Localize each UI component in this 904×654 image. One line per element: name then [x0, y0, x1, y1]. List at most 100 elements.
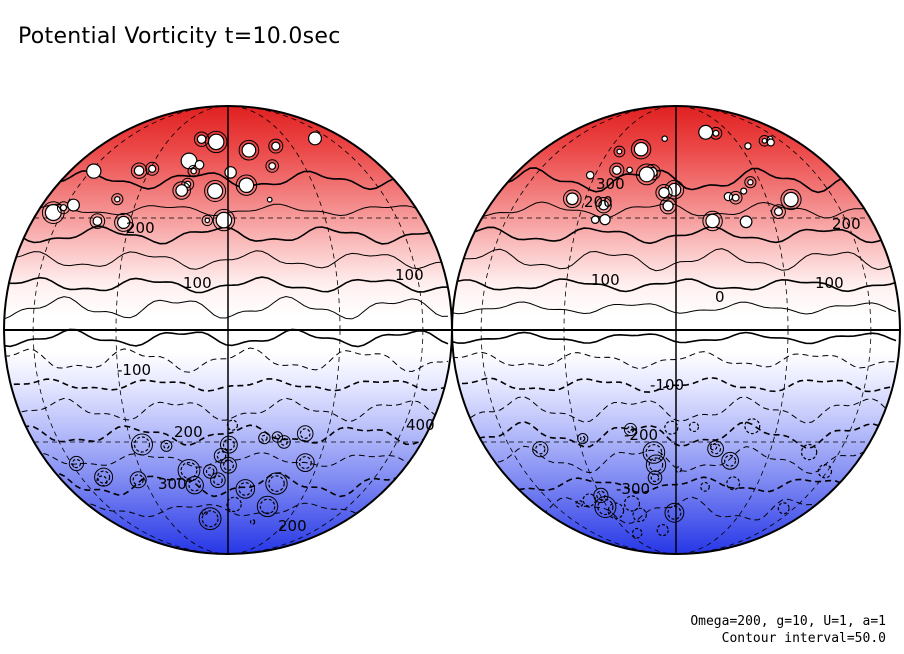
- vortex-ring: [71, 458, 82, 469]
- vortex-ring: [190, 167, 198, 175]
- vortex-ring: [747, 178, 754, 186]
- vortex-ring: [783, 191, 799, 208]
- vortex-ring: [635, 163, 658, 186]
- vortex-ring: [631, 527, 643, 539]
- vortex-ring: [274, 434, 281, 440]
- vortex-ring: [535, 444, 546, 455]
- vortex-ring: [740, 187, 748, 195]
- vortex-ring: [744, 176, 757, 189]
- vortex-ring: [205, 467, 215, 476]
- vortex-ring: [817, 464, 833, 479]
- vortex-ring: [96, 470, 111, 484]
- vortex-ring: [597, 498, 614, 516]
- vortex-ring: [207, 133, 225, 151]
- vortex-ring: [201, 509, 208, 516]
- vortex-ring: [259, 498, 276, 515]
- vortex-ring: [596, 490, 606, 501]
- contour-label: 400: [406, 416, 435, 434]
- vortex-ring: [215, 211, 233, 229]
- contour-line: [4, 472, 449, 498]
- vortex-ring: [41, 201, 65, 225]
- vortex-ring: [630, 139, 652, 160]
- vortex-ring: [265, 159, 280, 173]
- contour-line: [452, 351, 896, 370]
- vortex-ring: [585, 170, 595, 180]
- vortex-ring: [175, 184, 189, 197]
- vortex-ring: [633, 141, 649, 157]
- vortex-ring: [238, 482, 253, 496]
- vortex-ring: [258, 431, 271, 445]
- contour-label: -100: [650, 376, 684, 394]
- vortex-ring: [129, 471, 147, 489]
- contour-label: 200: [278, 517, 307, 535]
- contour-label: -100: [117, 361, 151, 379]
- vortex-ring: [623, 422, 638, 437]
- vortex-ring: [280, 438, 288, 446]
- vortex-ring: [216, 450, 227, 461]
- vortex-ring: [645, 444, 663, 461]
- vortex-ring: [642, 441, 666, 464]
- vortex-ring: [656, 523, 669, 537]
- vortex-ring: [744, 142, 752, 150]
- vortex-ring: [645, 454, 667, 475]
- vortex-ring: [598, 199, 609, 211]
- vortex-ring: [295, 453, 315, 473]
- chart-title: Potential Vorticity t=10.0sec: [18, 24, 341, 49]
- vortex-ring: [647, 470, 663, 486]
- vortex-ring: [650, 473, 660, 483]
- vortex-ring: [187, 164, 200, 178]
- vortex-ring: [664, 502, 685, 523]
- vortex-ring: [744, 418, 761, 435]
- vortex-ring: [131, 433, 153, 456]
- vortex-ring: [241, 142, 257, 158]
- contour-label: 200: [584, 193, 613, 211]
- vortex-ring: [724, 454, 737, 467]
- vortex-ring: [132, 474, 144, 486]
- vortex-ring: [265, 472, 288, 495]
- vortex-ring: [203, 464, 218, 479]
- vortex-ring: [212, 475, 223, 486]
- parameters-note: Omega=200, g=10, U=1, a=1: [690, 614, 886, 629]
- vortex-ring: [575, 499, 584, 508]
- vortex-ring: [698, 124, 714, 140]
- vortex-ring: [133, 165, 145, 176]
- vortex-ring: [655, 184, 673, 202]
- contour-line: [4, 170, 449, 191]
- vortex-ring: [271, 431, 284, 443]
- vortex-ring: [163, 442, 170, 449]
- vortex-ring: [675, 466, 682, 473]
- contour-label: 200: [126, 219, 155, 237]
- vortex-ring: [268, 138, 284, 154]
- vortex-ring: [201, 510, 219, 528]
- vortex-ring: [616, 148, 623, 155]
- vortex-ring: [68, 455, 85, 472]
- vortex-ring: [160, 439, 173, 452]
- vortex-ring: [780, 188, 802, 211]
- vortex-ring: [194, 159, 205, 170]
- vortex-ring: [563, 189, 582, 209]
- contour-line: [4, 451, 449, 468]
- vortex-ring: [761, 137, 768, 144]
- vortex-ring: [180, 152, 198, 170]
- vortex-ring: [220, 435, 238, 454]
- vortex-ring: [532, 441, 549, 458]
- vortex-ring: [148, 164, 157, 173]
- vortex-ring: [226, 496, 242, 513]
- vortex-ring: [626, 425, 635, 434]
- vortex-ring: [308, 131, 323, 146]
- vortex-ring: [667, 505, 682, 520]
- contour-label: 300: [596, 175, 625, 193]
- vortex-ring: [145, 161, 160, 176]
- vortex-ring: [238, 139, 260, 161]
- vortex-ring: [196, 134, 207, 144]
- contour-line: [4, 347, 449, 373]
- vortex-ring: [298, 456, 312, 470]
- contour-line: [452, 167, 897, 194]
- vortex-ring: [224, 166, 237, 179]
- vortex-ring: [599, 213, 611, 226]
- vortex-ring: [210, 472, 226, 489]
- vortex-ring: [728, 190, 743, 205]
- contour-line: [452, 278, 897, 293]
- vortex-ring: [632, 507, 647, 523]
